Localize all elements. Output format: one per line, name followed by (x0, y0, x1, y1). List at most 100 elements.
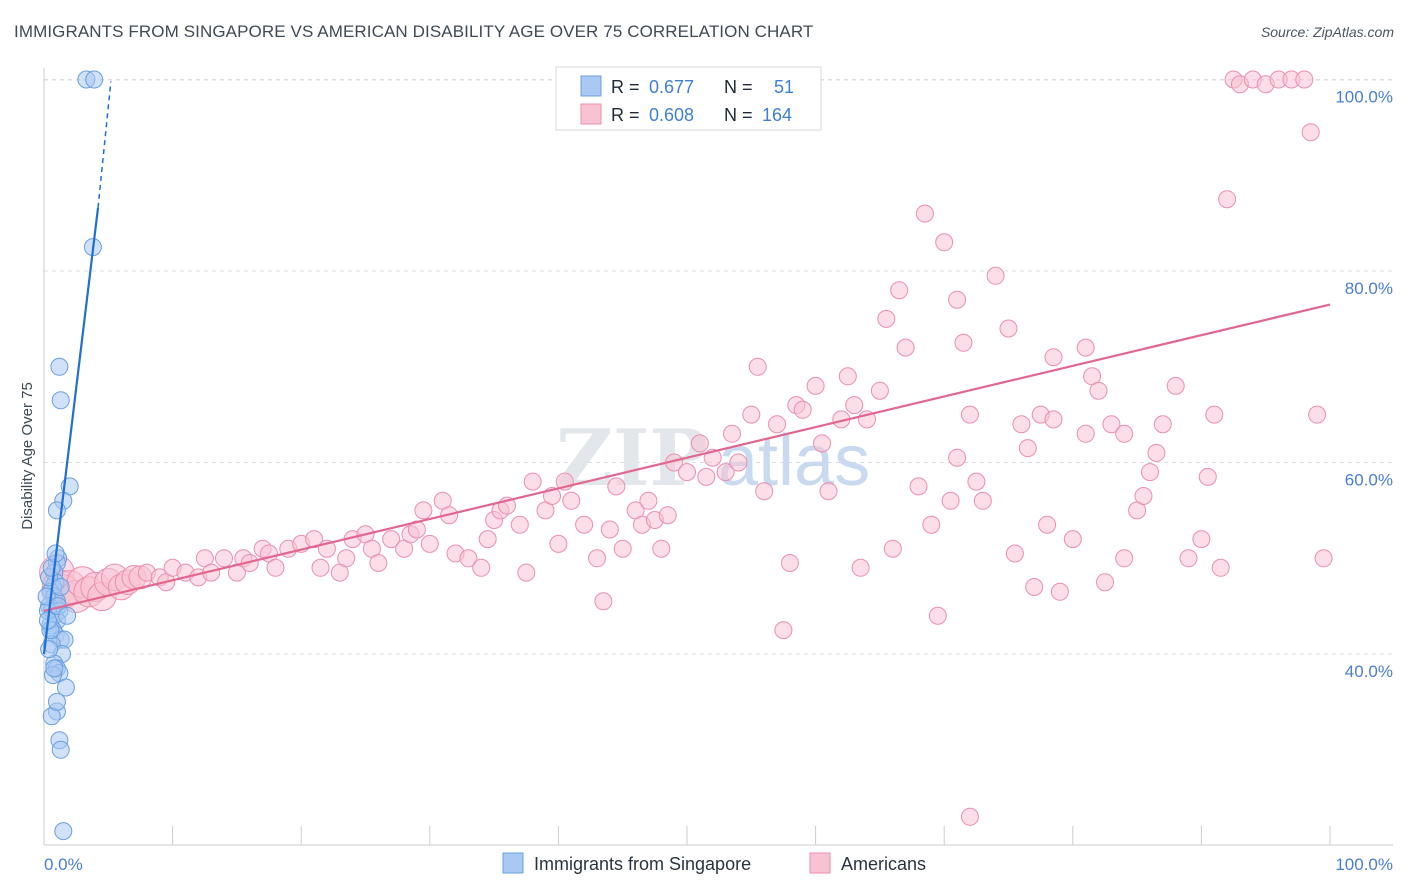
legend-n-label: N = (724, 105, 753, 125)
american-point (883, 539, 902, 558)
singapore-point (58, 606, 77, 625)
american-point (1192, 530, 1211, 549)
american-point (588, 549, 606, 568)
singapore-trend-extension (97, 81, 112, 208)
american-point (613, 539, 632, 558)
american-point (954, 333, 973, 352)
singapore-points (37, 70, 104, 841)
american-point (877, 309, 896, 328)
american-point (1025, 578, 1044, 596)
singapore-point (51, 391, 70, 410)
singapore-point (50, 357, 69, 376)
american-point (941, 491, 960, 510)
american-point (337, 549, 356, 568)
american-point (311, 558, 330, 577)
legend-r-label: R = (611, 105, 640, 125)
american-point (690, 434, 709, 453)
american-point (1096, 573, 1114, 592)
american-point (575, 515, 594, 534)
legend-n-value: 164 (762, 105, 792, 125)
american-point (1102, 415, 1121, 434)
american-point (780, 554, 799, 572)
series-label-singapore: Immigrants from Singapore (534, 854, 751, 874)
x-tick-label-max: 100.0% (1335, 855, 1393, 874)
american-point (1218, 190, 1237, 209)
american-point (1198, 467, 1217, 486)
american-point (472, 558, 491, 577)
legend-r-value: 0.677 (649, 77, 694, 97)
american-point (851, 558, 870, 577)
american-point (999, 319, 1018, 338)
trend-lines (42, 81, 1331, 655)
american-point (1063, 530, 1082, 549)
american-point (697, 467, 716, 486)
stats-legend: R = 0.677 N = 51 R = 0.608 N = 164 (555, 66, 822, 131)
american-point (1115, 424, 1134, 443)
american-point (562, 491, 581, 510)
american-point (973, 491, 992, 510)
x-tick-label-min: 0.0% (44, 855, 83, 874)
y-tick-label: 80.0% (1345, 279, 1393, 298)
american-point (382, 530, 401, 549)
american-point (813, 434, 831, 453)
american-point (600, 520, 619, 539)
american-point (1211, 558, 1230, 577)
american-point (806, 376, 825, 395)
american-point (793, 400, 812, 419)
american-point (922, 515, 941, 534)
legend-r-label: R = (611, 77, 640, 97)
american-point (459, 549, 478, 568)
americans-trend-line (43, 303, 1331, 612)
source-credit: Source: ZipAtlas.com (1260, 24, 1394, 40)
american-point (729, 453, 748, 472)
american-point (1166, 376, 1185, 395)
american-point (1038, 515, 1057, 534)
chart-title: IMMIGRANTS FROM SINGAPORE VS AMERICAN DI… (14, 22, 814, 41)
series-swatch-americans (809, 852, 831, 874)
legend-swatch-americans (580, 103, 602, 125)
american-point (1018, 439, 1037, 458)
american-point (1076, 424, 1095, 443)
american-point (748, 357, 767, 376)
american-point (960, 807, 979, 826)
american-point (639, 491, 658, 510)
american-point (1134, 487, 1153, 505)
american-point (896, 338, 915, 357)
american-point (1012, 415, 1031, 434)
x-tick-marks (43, 826, 1331, 845)
american-point (594, 592, 613, 611)
singapore-point (54, 822, 73, 841)
american-point (607, 477, 626, 496)
series-legend: Immigrants from Singapore Americans (502, 852, 926, 874)
american-point (678, 463, 696, 482)
y-tick-label: 60.0% (1345, 471, 1393, 490)
american-point (819, 482, 838, 501)
american-point (768, 415, 786, 434)
american-point (266, 558, 285, 577)
american-point (1314, 549, 1333, 568)
american-point (1044, 410, 1063, 429)
american-point (1153, 415, 1172, 434)
american-point (870, 381, 889, 400)
american-point (369, 554, 388, 572)
american-point (1179, 549, 1198, 568)
american-point (652, 539, 671, 558)
singapore-point (51, 740, 70, 759)
american-point (1050, 582, 1069, 601)
y-tick-labels: 40.0% 60.0% 80.0% 100.0% (1335, 88, 1393, 682)
american-point (935, 233, 954, 252)
american-point (716, 463, 735, 482)
singapore-point (51, 578, 70, 596)
american-point (658, 506, 677, 525)
american-point (517, 563, 536, 582)
american-point (845, 396, 864, 415)
american-point (774, 621, 793, 640)
legend-n-label: N = (724, 77, 753, 97)
american-point (215, 549, 233, 568)
american-point (1295, 70, 1314, 89)
legend-swatch-singapore (580, 75, 602, 97)
singapore-point (85, 70, 104, 89)
american-point (755, 482, 774, 501)
series-label-americans: Americans (841, 854, 926, 874)
